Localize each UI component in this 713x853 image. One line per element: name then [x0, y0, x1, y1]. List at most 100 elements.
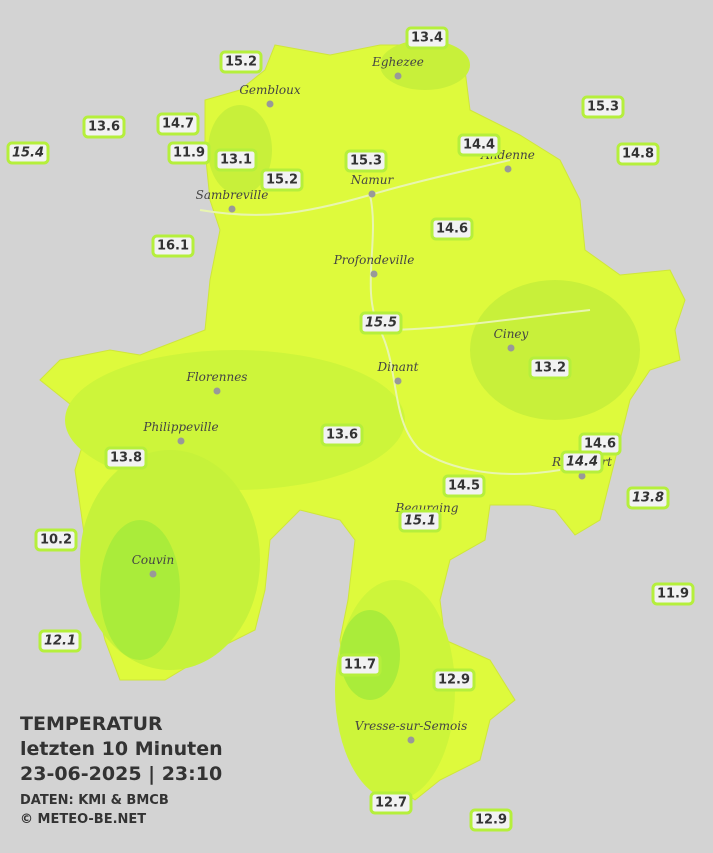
station-value: 13.6	[326, 428, 358, 443]
station-box	[528, 356, 572, 380]
station-value: 11.9	[173, 146, 205, 161]
station-value: 14.6	[584, 437, 616, 452]
station-box	[338, 653, 382, 677]
station-box	[104, 446, 148, 470]
city-label: Sambreville	[196, 188, 269, 202]
station-value: 15.3	[350, 154, 382, 169]
station-box	[616, 142, 660, 166]
station-box	[320, 423, 364, 447]
station-box	[626, 486, 670, 510]
station-value: 13.1	[220, 153, 252, 168]
station-box	[457, 133, 501, 157]
city-dot	[507, 344, 515, 352]
city-dot	[266, 100, 274, 108]
station: 11.9	[651, 582, 695, 606]
station-box	[6, 141, 50, 165]
subtitle: letzten 10 Minuten	[20, 738, 223, 760]
station-box	[260, 168, 304, 192]
city-dot	[578, 472, 586, 480]
station: 13.8	[626, 486, 670, 510]
station-box	[34, 528, 78, 552]
station: 12.9	[469, 808, 513, 832]
station-box	[469, 808, 513, 832]
city-dot	[368, 190, 376, 198]
station: 13.8	[104, 446, 148, 470]
station-box	[151, 234, 195, 258]
title: TEMPERATUR	[20, 713, 163, 735]
city-dot	[149, 570, 157, 578]
city-label: Namur	[350, 173, 395, 187]
city-dot	[370, 270, 378, 278]
city-dot	[407, 736, 415, 744]
station-value: 13.2	[534, 361, 566, 376]
source: DATEN: KMI & BMCB	[20, 793, 169, 808]
station-box	[560, 450, 604, 474]
station-box	[369, 791, 413, 815]
station-value: 15.4	[12, 146, 44, 161]
station-value: 13.4	[411, 31, 443, 46]
station-box	[432, 668, 476, 692]
station-value: 16.1	[157, 239, 189, 254]
station: 12.1	[38, 629, 82, 653]
city-dot	[177, 437, 185, 445]
station-value: 12.9	[475, 813, 507, 828]
station-box	[405, 26, 449, 50]
station-box	[581, 95, 625, 119]
station-value: 11.7	[344, 658, 376, 673]
station-value: 14.8	[622, 147, 654, 162]
station-value: 12.9	[438, 673, 470, 688]
station-value: 14.6	[436, 222, 468, 237]
station-box	[398, 509, 442, 533]
station-box	[359, 311, 403, 335]
station: 15.2	[260, 168, 304, 192]
station: 14.6	[578, 432, 622, 456]
credit: © METEO-BE.NET	[20, 812, 146, 827]
station-value: 12.1	[44, 634, 76, 649]
station-box	[219, 50, 263, 74]
zone	[470, 280, 640, 420]
zone	[380, 40, 470, 90]
station: 13.2	[528, 356, 572, 380]
city-label: Eghezee	[371, 55, 424, 69]
station-value: 13.6	[88, 120, 120, 135]
city-label: Philippeville	[142, 420, 218, 434]
station: 14.4	[560, 450, 604, 474]
station-box	[430, 217, 474, 241]
station-value: 11.9	[657, 587, 689, 602]
timestamp: 23-06-2025 | 23:10	[20, 763, 222, 785]
station: 14.5	[442, 474, 486, 498]
station: 12.9	[432, 668, 476, 692]
station: 15.3	[581, 95, 625, 119]
station-value: 15.2	[266, 173, 298, 188]
station-box	[651, 582, 695, 606]
zone	[100, 520, 180, 660]
city-dot	[394, 72, 402, 80]
city-dot	[504, 165, 512, 173]
station-box	[344, 149, 388, 173]
station-value: 10.2	[40, 533, 72, 548]
station-value: 15.2	[225, 55, 257, 70]
station: 13.6	[320, 423, 364, 447]
station-value: 14.4	[566, 455, 598, 470]
station: 10.2	[34, 528, 78, 552]
station-box	[214, 148, 258, 172]
city-label: Profondeville	[333, 253, 415, 267]
station: 12.7	[369, 791, 413, 815]
station: 14.7	[156, 112, 200, 136]
station: 13.4	[405, 26, 449, 50]
station-value: 14.4	[463, 138, 495, 153]
city-dot	[228, 205, 236, 213]
city-label: Couvin	[132, 553, 174, 567]
station: 15.4	[6, 141, 50, 165]
station-value: 15.3	[587, 100, 619, 115]
station-value: 15.1	[404, 514, 436, 529]
station: 15.3	[344, 149, 388, 173]
station: 11.7	[338, 653, 382, 677]
station-box	[442, 474, 486, 498]
station: 14.4	[457, 133, 501, 157]
station: 11.9	[167, 141, 211, 165]
city-label: Gembloux	[239, 83, 301, 97]
city-dot	[213, 387, 221, 395]
city-label: Vresse-sur-Semois	[355, 719, 468, 733]
